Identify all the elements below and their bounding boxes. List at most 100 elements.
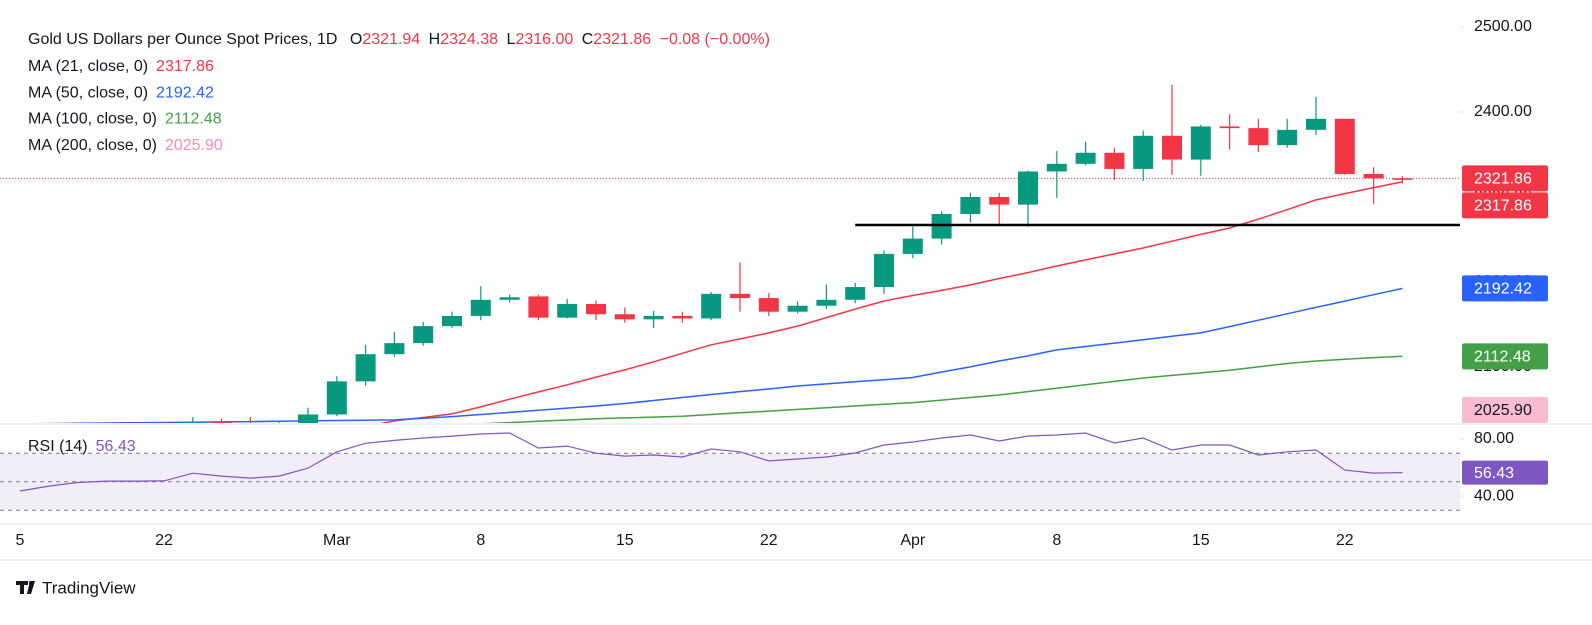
legend-entry: MA (200, close, 0) 2025.90 <box>28 137 223 154</box>
legend-name: MA (200, close, 0) <box>28 137 157 154</box>
legend-name: MA (50, close, 0) <box>28 85 148 102</box>
x-tick-label: 8 <box>476 532 485 549</box>
price-badge <box>1462 460 1548 485</box>
price-badge-label: 56.43 <box>1474 465 1514 482</box>
price-badge-label: 2317.86 <box>1474 198 1532 215</box>
candle-body <box>1219 126 1240 129</box>
brand-name: TradingView <box>42 578 136 597</box>
ohlc-letter: C <box>582 31 594 48</box>
candle-body <box>1306 118 1326 130</box>
line <box>379 181 1403 423</box>
legend-entry: MA (50, close, 0) 2192.42 <box>28 85 214 102</box>
candle-body <box>528 296 549 318</box>
candle-body <box>442 315 462 327</box>
y-tick-label: 40.00 <box>1474 487 1514 504</box>
x-tick-label: 15 <box>1192 532 1210 549</box>
x-tick-label: 8 <box>1052 532 1061 549</box>
candle-body <box>182 422 203 423</box>
candle-body <box>758 298 779 312</box>
price-badge-label: 2321.86 <box>1474 171 1532 188</box>
y-tick-label: 2400.00 <box>1474 103 1532 120</box>
ohlc-value: 2324.38 <box>440 31 498 48</box>
ohlc-letter: H <box>429 31 441 48</box>
x-tick-label: Apr <box>900 532 926 549</box>
candle-body <box>1104 152 1125 169</box>
legend-value: 2192.42 <box>156 85 214 102</box>
y-tick-label: 2500.00 <box>1474 18 1532 35</box>
candle-body <box>586 304 606 315</box>
change: −0.08 (−0.00%) <box>660 31 770 48</box>
price-badge <box>1462 397 1548 423</box>
candle-body <box>1190 126 1211 160</box>
ohlc-value: 2321.94 <box>362 31 420 48</box>
legend-name: MA (21, close, 0) <box>28 58 148 75</box>
x-tick-label: 5 <box>16 532 25 549</box>
candle-body <box>643 315 664 320</box>
candle-body <box>730 293 750 299</box>
price-badge <box>1462 275 1548 302</box>
price-badge-label: 2192.42 <box>1474 281 1532 298</box>
candle-body <box>1334 118 1355 175</box>
x-tick-label: 22 <box>155 532 173 549</box>
legend-entry: MA (21, close, 0) 2317.86 <box>28 58 214 75</box>
ohlc-value: 2321.86 <box>593 31 651 48</box>
candle-body <box>1277 129 1298 146</box>
candle-body <box>701 293 722 319</box>
x-tick-label: 22 <box>1336 532 1354 549</box>
ohlc-value: 2316.00 <box>515 31 573 48</box>
candle-body <box>614 314 635 320</box>
price-badges: 56.43 2321.86 2317.86 2192.42 2112.48 2025.90 <box>1462 165 1548 485</box>
legend-value: 56.43 <box>96 438 136 455</box>
legend: MA (21, close, 0) 2317.86 MA (50, close, 0… <box>28 58 223 455</box>
price-pane <box>0 84 1460 428</box>
legend-value: 2112.48 <box>165 111 222 128</box>
candle-body <box>1248 128 1269 146</box>
legend-value: 2025.90 <box>165 137 223 154</box>
candle-body <box>902 238 923 254</box>
rsi-pane <box>0 432 1460 511</box>
candle-body <box>384 343 405 355</box>
candle-body <box>1363 174 1384 179</box>
legend-entry: RSI (14) 56.43 <box>28 438 136 455</box>
candle-body <box>960 196 981 214</box>
legend-entry: MA (100, close, 0) 2112.48 <box>28 111 222 128</box>
ohlc-letter: L <box>507 31 516 48</box>
candle-body <box>1046 163 1067 172</box>
candle-body <box>931 213 952 239</box>
candle-body <box>470 299 491 316</box>
candle-body <box>1392 178 1413 180</box>
chart-title: Gold US Dollars per Ounce Spot Prices, 1… <box>28 31 337 48</box>
candle-body <box>1075 152 1096 164</box>
legend-name: RSI (14) <box>28 438 88 455</box>
y-tick-label: 80.00 <box>1474 430 1514 447</box>
candle-body <box>298 414 318 423</box>
candle-body <box>499 297 520 300</box>
legend-name: MA (100, close, 0) <box>28 111 157 128</box>
candle-body <box>845 287 866 300</box>
candle-body <box>240 426 260 428</box>
brand-logo: TradingView <box>16 578 136 597</box>
candle-body <box>989 196 1010 205</box>
candle-body <box>1162 135 1182 160</box>
candle-body <box>787 305 808 312</box>
line <box>481 355 1403 423</box>
price-badge-label: 2112.48 <box>1474 349 1531 366</box>
candle-body <box>672 315 693 319</box>
candle-body <box>557 304 578 318</box>
ohlc-letter: O <box>350 31 362 48</box>
price-badge-label: 2025.90 <box>1474 402 1532 419</box>
line <box>19 432 1403 492</box>
candle-body <box>816 299 837 306</box>
candle-body <box>355 354 376 382</box>
price-badge <box>1462 165 1548 192</box>
price-badge <box>1462 343 1548 370</box>
header: Gold US Dollars per Ounce Spot Prices, 1… <box>28 31 770 48</box>
price-badge <box>1462 192 1548 219</box>
logo-icon <box>29 581 33 585</box>
x-tick-label: Mar <box>323 532 351 549</box>
x-tick-label: 15 <box>616 532 634 549</box>
candle-body <box>413 326 434 344</box>
x-tick-label: 22 <box>760 532 778 549</box>
candle-body <box>326 381 347 415</box>
